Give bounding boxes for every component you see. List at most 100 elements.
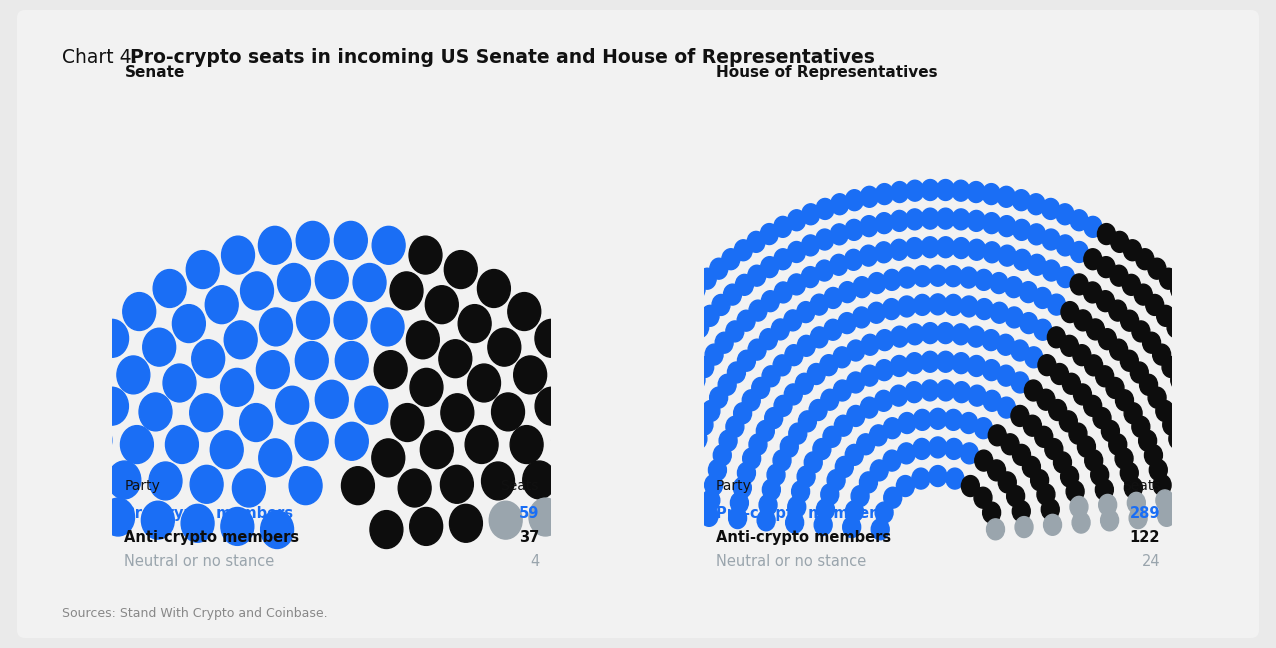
Ellipse shape — [1072, 512, 1090, 533]
Ellipse shape — [609, 492, 642, 529]
Ellipse shape — [374, 351, 407, 389]
Ellipse shape — [1011, 340, 1028, 361]
Ellipse shape — [336, 341, 369, 380]
Ellipse shape — [914, 410, 931, 430]
Text: Pro-crypto seats in incoming US Senate and House of Representatives: Pro-crypto seats in incoming US Senate a… — [130, 48, 875, 67]
Ellipse shape — [684, 443, 702, 464]
Ellipse shape — [960, 296, 977, 317]
Ellipse shape — [1187, 503, 1205, 524]
Ellipse shape — [676, 290, 694, 310]
Ellipse shape — [458, 305, 491, 343]
Text: Senate: Senate — [124, 65, 185, 80]
Ellipse shape — [1011, 372, 1028, 393]
Ellipse shape — [831, 224, 849, 245]
Ellipse shape — [1138, 430, 1156, 451]
Ellipse shape — [1060, 466, 1078, 487]
Ellipse shape — [914, 266, 931, 286]
Ellipse shape — [845, 249, 863, 270]
Ellipse shape — [944, 294, 962, 316]
Ellipse shape — [619, 468, 637, 489]
Text: Anti-crypto members: Anti-crypto members — [124, 530, 300, 545]
Ellipse shape — [221, 369, 254, 406]
Ellipse shape — [968, 385, 986, 406]
Ellipse shape — [787, 496, 805, 517]
Ellipse shape — [296, 222, 329, 259]
Ellipse shape — [153, 270, 186, 307]
Ellipse shape — [1012, 190, 1030, 211]
Ellipse shape — [665, 411, 683, 432]
Ellipse shape — [1219, 338, 1236, 359]
Ellipse shape — [139, 393, 172, 431]
Ellipse shape — [686, 369, 704, 390]
Ellipse shape — [743, 390, 760, 411]
Ellipse shape — [786, 512, 804, 533]
Ellipse shape — [1022, 456, 1040, 478]
Ellipse shape — [785, 384, 803, 405]
Ellipse shape — [817, 499, 835, 520]
Ellipse shape — [1083, 395, 1101, 416]
Ellipse shape — [681, 329, 699, 349]
Ellipse shape — [757, 421, 775, 441]
Ellipse shape — [639, 338, 657, 359]
Ellipse shape — [944, 266, 962, 286]
Ellipse shape — [709, 258, 727, 279]
Text: House of Representatives: House of Representatives — [716, 65, 937, 80]
Ellipse shape — [775, 249, 792, 270]
Ellipse shape — [734, 240, 753, 260]
Ellipse shape — [1086, 319, 1105, 340]
Ellipse shape — [759, 494, 777, 515]
Ellipse shape — [689, 428, 707, 449]
Ellipse shape — [875, 360, 893, 380]
Ellipse shape — [186, 251, 219, 288]
Ellipse shape — [771, 319, 790, 340]
Ellipse shape — [523, 461, 555, 499]
Ellipse shape — [748, 231, 766, 252]
Ellipse shape — [1042, 229, 1060, 250]
Ellipse shape — [569, 495, 602, 533]
Ellipse shape — [1179, 383, 1197, 404]
Ellipse shape — [891, 356, 909, 376]
Ellipse shape — [698, 268, 716, 289]
Ellipse shape — [929, 408, 947, 429]
Ellipse shape — [1020, 312, 1037, 334]
Ellipse shape — [801, 235, 819, 256]
Ellipse shape — [906, 324, 924, 345]
Ellipse shape — [420, 431, 453, 469]
Ellipse shape — [621, 453, 639, 474]
Ellipse shape — [883, 450, 901, 471]
Ellipse shape — [439, 340, 472, 378]
Ellipse shape — [232, 469, 265, 507]
Ellipse shape — [370, 511, 403, 548]
Ellipse shape — [1182, 290, 1199, 310]
Ellipse shape — [749, 434, 767, 455]
Ellipse shape — [1110, 265, 1128, 286]
Ellipse shape — [211, 431, 244, 469]
Ellipse shape — [596, 436, 614, 457]
Ellipse shape — [467, 364, 500, 402]
Ellipse shape — [1099, 494, 1116, 515]
Ellipse shape — [1120, 463, 1138, 483]
Ellipse shape — [860, 245, 878, 266]
Ellipse shape — [752, 378, 769, 399]
Ellipse shape — [891, 239, 909, 260]
Ellipse shape — [1020, 282, 1037, 303]
Ellipse shape — [1233, 438, 1250, 459]
Ellipse shape — [967, 181, 985, 203]
Ellipse shape — [842, 516, 861, 538]
Ellipse shape — [831, 194, 849, 214]
Ellipse shape — [813, 439, 831, 459]
Ellipse shape — [1034, 319, 1051, 340]
Ellipse shape — [701, 305, 720, 327]
Ellipse shape — [960, 267, 977, 288]
Ellipse shape — [466, 426, 498, 463]
Ellipse shape — [259, 308, 292, 346]
Ellipse shape — [1262, 436, 1276, 457]
Ellipse shape — [906, 238, 924, 259]
Ellipse shape — [449, 504, 482, 542]
Ellipse shape — [875, 242, 893, 262]
Ellipse shape — [1215, 501, 1233, 522]
Ellipse shape — [1101, 421, 1119, 441]
Ellipse shape — [1169, 428, 1187, 449]
Ellipse shape — [734, 403, 752, 424]
Ellipse shape — [701, 505, 718, 526]
